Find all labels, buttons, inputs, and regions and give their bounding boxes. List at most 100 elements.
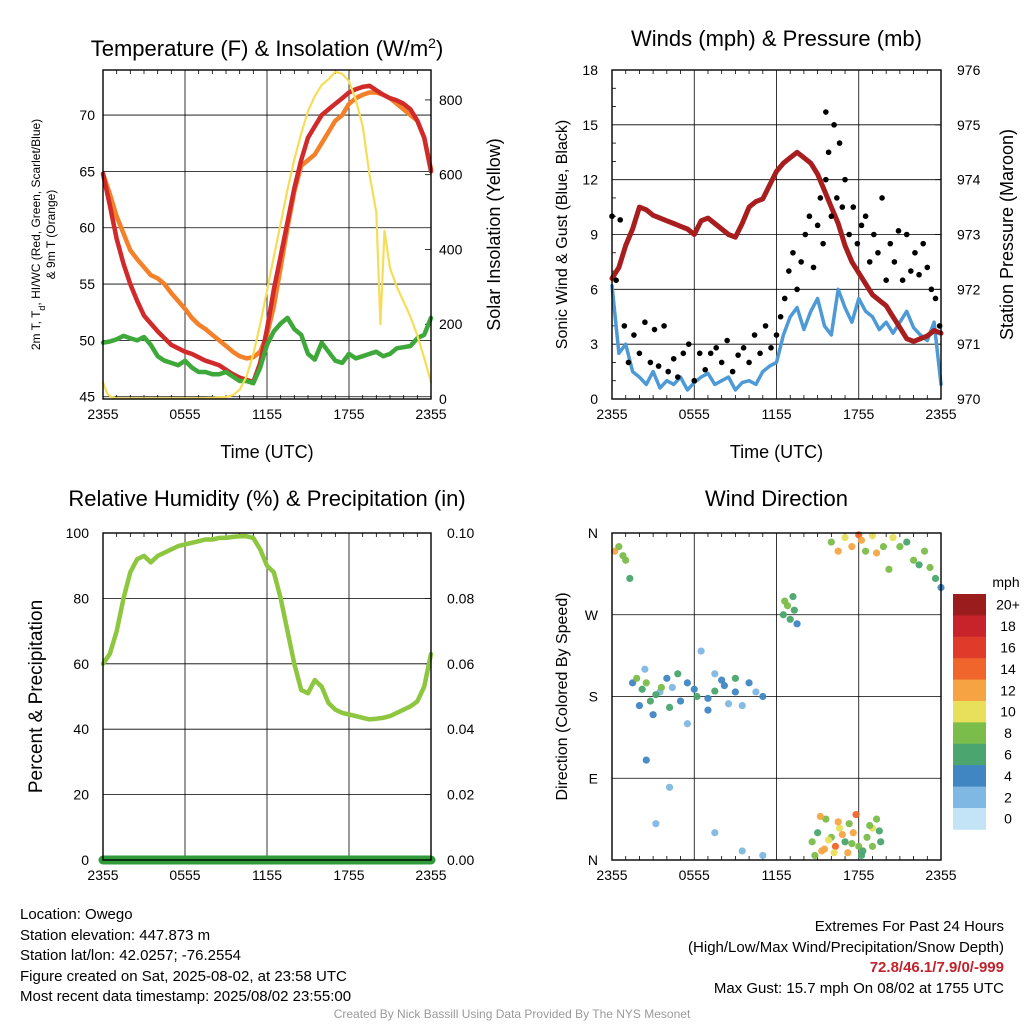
direction-point [642, 756, 650, 764]
direction-point [786, 615, 794, 623]
y-tick-label: 45 [79, 389, 95, 405]
direction-point [863, 833, 871, 841]
direction-point [903, 538, 911, 546]
x-tick-label: 2355 [925, 406, 956, 422]
plot-frame [611, 69, 942, 400]
direction-point [693, 692, 701, 701]
direction-point [711, 687, 719, 695]
y-right-tick-label: 0 [439, 391, 447, 407]
x-tick-label: 2355 [596, 867, 627, 883]
gust-point [621, 323, 628, 329]
y-right-tick-label: 0.08 [447, 590, 474, 606]
gust-point [862, 213, 869, 220]
direction-point [885, 565, 893, 573]
direction-point [781, 597, 789, 605]
x-tick-label: 2355 [925, 867, 956, 883]
y-tick-label: 9 [590, 227, 598, 243]
y-tick-label: S [589, 689, 598, 705]
gust-point [786, 268, 792, 274]
station-latlon: Station lat/lon: 42.0257; -76.2554 [20, 947, 242, 964]
gust-point [825, 149, 832, 156]
y-tick-label: 65 [79, 163, 95, 179]
y-right-tick-label: 0.10 [447, 525, 474, 541]
y-right-tick-label: 800 [439, 92, 463, 108]
direction-point [889, 533, 897, 542]
colorbar-swatch [953, 679, 986, 702]
gust-point [802, 231, 809, 238]
direction-point [790, 606, 798, 614]
direction-point [779, 611, 787, 619]
gust-point [642, 319, 648, 326]
direction-point [824, 836, 833, 844]
gust-point [854, 240, 861, 247]
extremes-heading: Extremes For Past 24 Hours [814, 918, 1004, 935]
gust-point [665, 368, 672, 375]
y-tick-label: 0 [81, 852, 89, 868]
gust-point [636, 350, 643, 357]
gust-point [729, 368, 736, 375]
gust-point [891, 259, 898, 265]
y-right-tick-label: 0.04 [447, 721, 474, 737]
x-tick-label: 2355 [415, 867, 446, 883]
direction-point [649, 711, 657, 719]
direction-point [820, 845, 829, 853]
direction-point [835, 824, 844, 832]
series-pressure-line [609, 149, 944, 344]
gust-point [631, 332, 637, 338]
direction-point [711, 829, 719, 837]
x-tick-label: 2355 [87, 406, 118, 422]
colorbar-swatch [953, 636, 986, 659]
colorbar-label: 6 [1004, 747, 1012, 763]
y-right-tick-label: 200 [439, 316, 463, 332]
y-tick-label: 70 [79, 107, 95, 123]
gust-point [735, 352, 741, 358]
y-tick-label: 60 [73, 656, 89, 672]
extremes-subheading: (High/Low/Max Wind/Precipitation/Snow De… [688, 938, 1004, 956]
gust-point [932, 295, 939, 302]
y-right-axis-label: Station Pressure (Maroon) [997, 129, 1017, 340]
direction-point [875, 827, 883, 835]
extremes-info: Extremes For Past 24 Hours (High/Low/Max… [688, 917, 1004, 999]
gust-point [773, 332, 780, 338]
y-axis-label: Direction (Colored By Speed) [554, 592, 571, 800]
direction-point [862, 547, 870, 555]
gust-point [777, 313, 784, 320]
direction-point [759, 851, 767, 860]
direction-point [622, 556, 630, 564]
x-tick-label: 2355 [415, 406, 446, 422]
y-right-tick-label: 0.06 [447, 656, 474, 672]
gust-point [831, 122, 837, 128]
y-tick-label: 80 [73, 590, 89, 606]
colorbar-label: 18 [1000, 618, 1016, 634]
direction-point [676, 697, 685, 705]
y-axis-label: Sonic Wind & Gust (Blue, Black) [554, 120, 571, 349]
plot-frame [102, 532, 432, 861]
gust-point [834, 195, 840, 201]
gust-point [661, 323, 667, 329]
chart-title: Temperature (F) & Insolation (W/m2) [91, 35, 444, 61]
winds-panel: 2355 0555 1155 1755 235503691215189709719729… [554, 26, 1017, 462]
direction-point [668, 683, 676, 692]
direction-point [724, 700, 733, 708]
x-tick-label: 1155 [252, 867, 282, 883]
y-tick-label: 3 [590, 336, 598, 352]
direction-point [657, 683, 665, 692]
gust-point [702, 366, 709, 373]
gust-point [842, 176, 848, 183]
y-tick-label: 6 [590, 281, 598, 297]
direction-point [852, 810, 860, 819]
colorbar-label: 4 [1004, 768, 1012, 784]
direction-point [845, 820, 853, 828]
gust-point [798, 259, 804, 265]
humidity-panel: 2355 0555 1155 1755 23550204060801000.000.02… [26, 486, 474, 883]
gust-point [781, 295, 788, 302]
direction-point [759, 692, 767, 701]
x-tick-label: 1755 [333, 867, 364, 883]
plot-frame [102, 69, 432, 400]
gust-point [691, 377, 698, 384]
y-right-tick-label: 975 [957, 117, 981, 133]
y-tick-label: 0 [590, 391, 598, 407]
y-axis-label: Percent & Precipitation [26, 600, 47, 793]
gust-point [718, 359, 725, 366]
gust-point [810, 264, 817, 271]
